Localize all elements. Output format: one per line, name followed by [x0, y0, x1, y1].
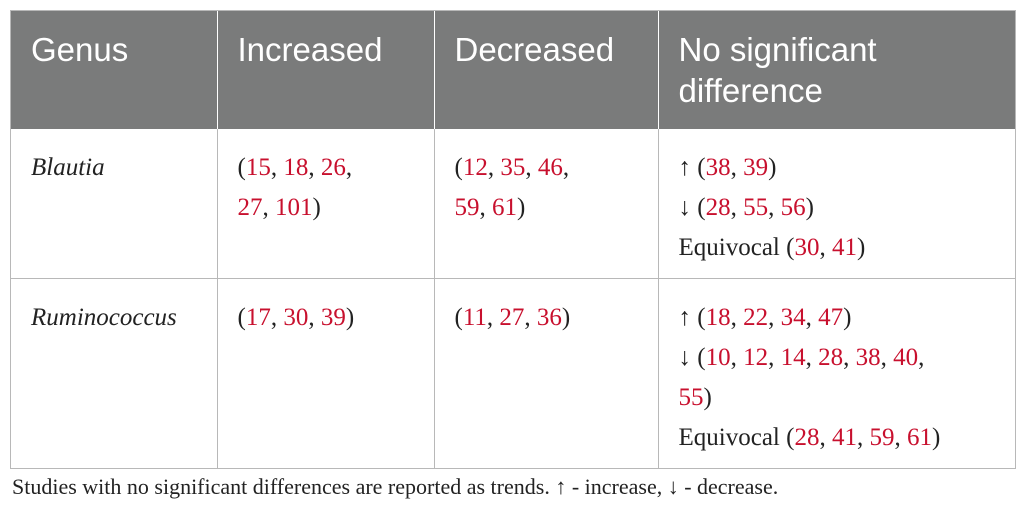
- reference-link[interactable]: 12: [462, 154, 488, 181]
- no-significant-difference-cell: ↑ (38, 39) ↓ (28, 55, 56) Equivocal (30, 4…: [657, 129, 1015, 279]
- reference-link[interactable]: 40: [893, 344, 919, 371]
- reference-link[interactable]: 14: [780, 344, 806, 371]
- header-increased: Increased: [216, 11, 434, 129]
- trend-line: ↑ (18, 22, 34, 47): [678, 304, 852, 331]
- reference-link[interactable]: 59: [869, 424, 895, 451]
- reference-link[interactable]: 59: [454, 194, 480, 221]
- up-arrow-icon: ↑: [678, 154, 692, 181]
- reference-link[interactable]: 28: [818, 344, 844, 371]
- reference-link[interactable]: 18: [283, 154, 309, 181]
- increased-cell: (17, 30, 39): [216, 278, 434, 468]
- reference-link[interactable]: 38: [705, 154, 731, 181]
- reference-link[interactable]: 61: [492, 194, 517, 221]
- header-no-significant-difference: No significant difference: [657, 11, 1015, 129]
- down-arrow-icon: ↓: [678, 344, 692, 371]
- genus-cell: Blautia: [31, 154, 105, 181]
- reference-link[interactable]: 36: [536, 304, 562, 331]
- reference-link[interactable]: 101: [275, 194, 313, 221]
- reference-link[interactable]: 39: [320, 304, 346, 331]
- reference-link[interactable]: 56: [780, 194, 806, 221]
- trend-line: Equivocal (30, 41): [678, 234, 866, 261]
- reference-link[interactable]: 34: [780, 304, 806, 331]
- table-body: Blautia (15, 18, 26, 27, 101) (12, 35, 46, 5…: [11, 129, 1015, 468]
- reference-link[interactable]: 10: [705, 344, 731, 371]
- increased-cell: (15, 18, 26, 27, 101): [216, 129, 434, 279]
- trend-line: ↓ (10, 12, 14, 28, 38, 40, 55): [678, 344, 925, 411]
- table-header: Genus Increased Decreased No significant…: [11, 11, 1015, 129]
- reference-link[interactable]: 47: [818, 304, 844, 331]
- genus-cell: Ruminococcus: [11, 278, 217, 468]
- trend-line: ↓ (28, 55, 56): [678, 194, 814, 221]
- table-row: Ruminococcus (17, 30, 39) (11, 27, 36) ↑ (1…: [11, 278, 1015, 468]
- trend-line: ↑ (38, 39): [678, 154, 777, 181]
- reference-link[interactable]: 39: [743, 154, 769, 181]
- up-arrow-icon: ↑: [678, 304, 692, 331]
- reference-link[interactable]: 28: [705, 194, 731, 221]
- reference-link[interactable]: 41: [831, 424, 857, 451]
- reference-link[interactable]: 27: [237, 194, 263, 221]
- reference-link[interactable]: 30: [283, 304, 309, 331]
- reference-link[interactable]: 12: [743, 344, 769, 371]
- reference-link[interactable]: 18: [705, 304, 731, 331]
- reference-link[interactable]: 17: [245, 304, 271, 331]
- decreased-cell: (12, 35, 46, 59, 61): [433, 129, 658, 279]
- reference-link[interactable]: 55: [743, 194, 769, 221]
- reference-link[interactable]: 41: [831, 234, 857, 261]
- reference-link[interactable]: 27: [499, 304, 525, 331]
- header-genus: Genus: [11, 11, 217, 129]
- reference-link[interactable]: 46: [537, 154, 563, 181]
- reference-link[interactable]: 55: [678, 384, 704, 411]
- equivocal-label: Equivocal: [678, 234, 780, 261]
- reference-link[interactable]: 28: [794, 424, 820, 451]
- reference-link[interactable]: 38: [855, 344, 881, 371]
- genus-table: Genus Increased Decreased No significant…: [11, 11, 1015, 468]
- reference-link[interactable]: 61: [906, 424, 932, 451]
- reference-link[interactable]: 15: [245, 154, 271, 181]
- reference-link[interactable]: 11: [462, 304, 487, 331]
- trend-line: Equivocal (28, 41, 59, 61): [678, 424, 941, 451]
- reference-link[interactable]: 35: [500, 154, 526, 181]
- header-decreased: Decreased: [433, 11, 658, 129]
- header-row: Genus Increased Decreased No significant…: [11, 11, 1015, 129]
- equivocal-label: Equivocal: [678, 424, 780, 451]
- decreased-cell: (11, 27, 36): [433, 278, 658, 468]
- table-footnote: Studies with no significant differences …: [12, 474, 779, 499]
- reference-link[interactable]: 22: [743, 304, 769, 331]
- down-arrow-icon: ↓: [678, 194, 692, 221]
- reference-link[interactable]: 30: [794, 234, 820, 261]
- reference-link[interactable]: 26: [320, 154, 346, 181]
- no-significant-difference-cell: ↑ (18, 22, 34, 47) ↓ (10, 12, 14, 28, 38,…: [657, 278, 1015, 468]
- genus-table-container: Genus Increased Decreased No significant…: [10, 10, 1016, 469]
- table-row: Blautia (15, 18, 26, 27, 101) (12, 35, 46, 5…: [11, 129, 1015, 279]
